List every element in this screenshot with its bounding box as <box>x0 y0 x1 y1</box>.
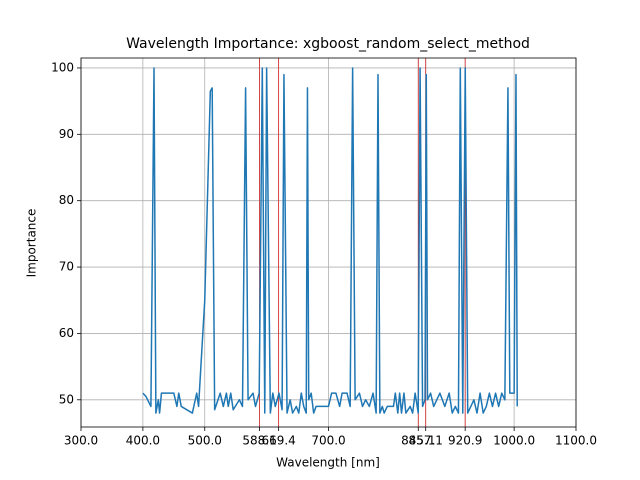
chart-title: Wavelength Importance: xgboost_random_se… <box>126 36 530 52</box>
plot-frame <box>80 57 577 428</box>
x-tick-label: 300.0 <box>64 434 98 448</box>
y-tick-label: 90 <box>59 127 74 141</box>
y-tick-label: 70 <box>59 260 74 274</box>
y-tick-label: 100 <box>51 60 74 74</box>
y-axis-label: Importance <box>25 209 39 278</box>
x-tick-label: 588.6 <box>242 434 276 448</box>
x-tick-label: 700.0 <box>311 434 345 448</box>
x-tick-label: 857.1 <box>409 434 443 448</box>
x-axis-label: Wavelength [nm] <box>276 456 380 470</box>
x-tick-label: 845.1 <box>401 434 435 448</box>
x-tick-label: 500.0 <box>188 434 222 448</box>
y-tick-label: 60 <box>59 326 74 340</box>
x-tick-label: 619.4 <box>261 434 295 448</box>
y-tick-label: 80 <box>59 193 74 207</box>
x-tick-label: 1100.0 <box>555 434 597 448</box>
y-tick-label: 50 <box>59 392 74 406</box>
x-tick-label: 920.9 <box>448 434 482 448</box>
x-tick-label: 1000.0 <box>493 434 535 448</box>
data-line <box>142 67 518 414</box>
x-tick-label: 400.0 <box>126 434 160 448</box>
